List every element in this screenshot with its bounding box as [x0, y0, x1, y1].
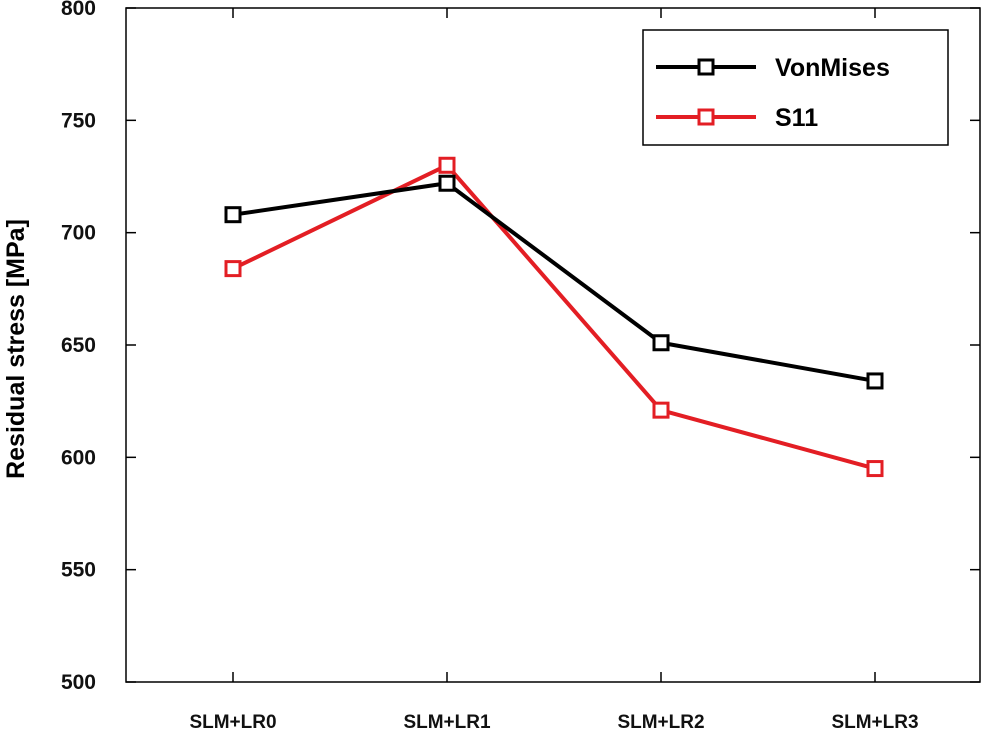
series-vonmises	[224, 174, 884, 390]
legend-label: VonMises	[775, 54, 890, 82]
series-layer	[224, 156, 884, 478]
series-line-vonmises	[232, 181, 876, 383]
data-point-vonmises	[438, 174, 456, 192]
legend-marker	[697, 108, 715, 126]
data-point-vonmises	[224, 206, 242, 224]
series-line-s11	[232, 163, 876, 471]
legend-box	[642, 29, 949, 146]
series-s11	[224, 156, 884, 478]
x-axis-ticks: SLM+LR0 SLM+LR1 SLM+LR2 SLM+LR3	[189, 8, 919, 733]
y-tick-label: 700	[61, 222, 96, 245]
x-tick-label: SLM+LR0	[189, 712, 276, 733]
y-tick-label: 800	[61, 0, 96, 20]
data-point-s11	[866, 460, 884, 478]
x-tick-label: SLM+LR2	[617, 712, 704, 733]
legend: VonMises S11	[642, 29, 949, 146]
y-tick-label: 500	[61, 671, 96, 694]
data-point-vonmises	[866, 372, 884, 390]
y-tick-label: 600	[61, 446, 96, 469]
data-point-s11	[652, 401, 670, 419]
x-tick-label: SLM+LR1	[403, 712, 491, 733]
plot-frame	[125, 7, 981, 683]
data-point-s11	[224, 260, 242, 278]
x-tick-label: SLM+LR3	[831, 712, 918, 733]
data-point-vonmises	[652, 334, 670, 352]
legend-label: S11	[775, 104, 818, 132]
y-tick-label: 650	[61, 334, 96, 357]
y-axis-title: Residual stress [MPa]	[2, 219, 30, 479]
legend-entry-s11: S11	[656, 104, 818, 132]
legend-marker	[697, 58, 715, 76]
data-point-s11	[438, 156, 456, 174]
legend-entry-vonmises: VonMises	[656, 54, 890, 82]
y-tick-label: 550	[61, 559, 96, 582]
y-tick-label: 750	[61, 109, 96, 132]
